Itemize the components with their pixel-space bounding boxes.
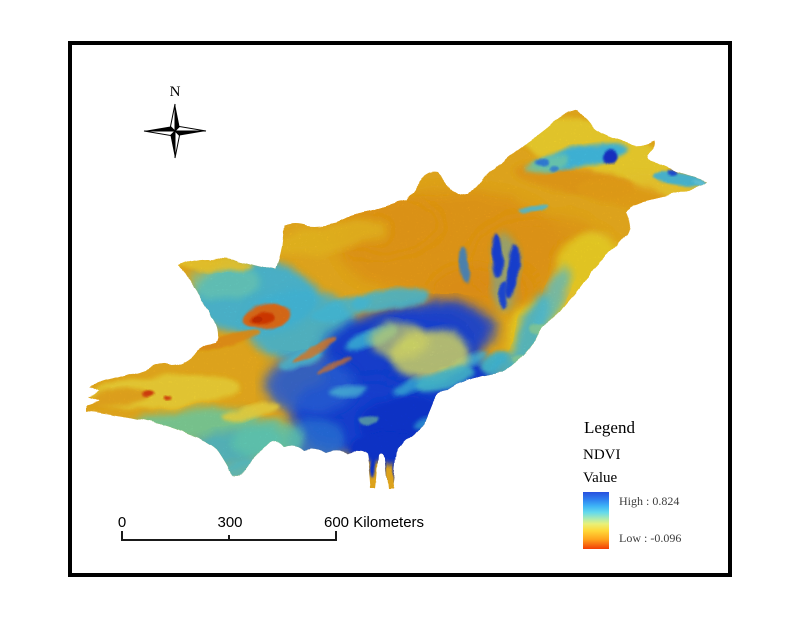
compass-star-icon <box>143 103 207 159</box>
legend-panel: Legend NDVI Value High : 0.824 Low : -0.… <box>583 418 681 549</box>
scale-label-mid: 300 <box>217 514 243 531</box>
scale-bar-tick-right <box>335 531 337 541</box>
legend-high-label: High : 0.824 <box>619 494 680 508</box>
scale-bar-tick-middle <box>228 535 230 541</box>
legend-low-label: Low : -0.096 <box>619 531 682 545</box>
legend-field-name: Value <box>583 470 618 486</box>
legend-color-ramp <box>583 492 609 549</box>
legend-layer-name: NDVI <box>583 447 621 463</box>
north-label: N <box>169 84 181 100</box>
scale-bar-tick-left <box>121 531 123 541</box>
scale-label-zero: 0 <box>117 514 127 531</box>
north-arrow: N <box>143 84 207 165</box>
scale-label-end: 600 Kilometers <box>324 514 425 531</box>
legend-title: Legend <box>584 418 635 437</box>
